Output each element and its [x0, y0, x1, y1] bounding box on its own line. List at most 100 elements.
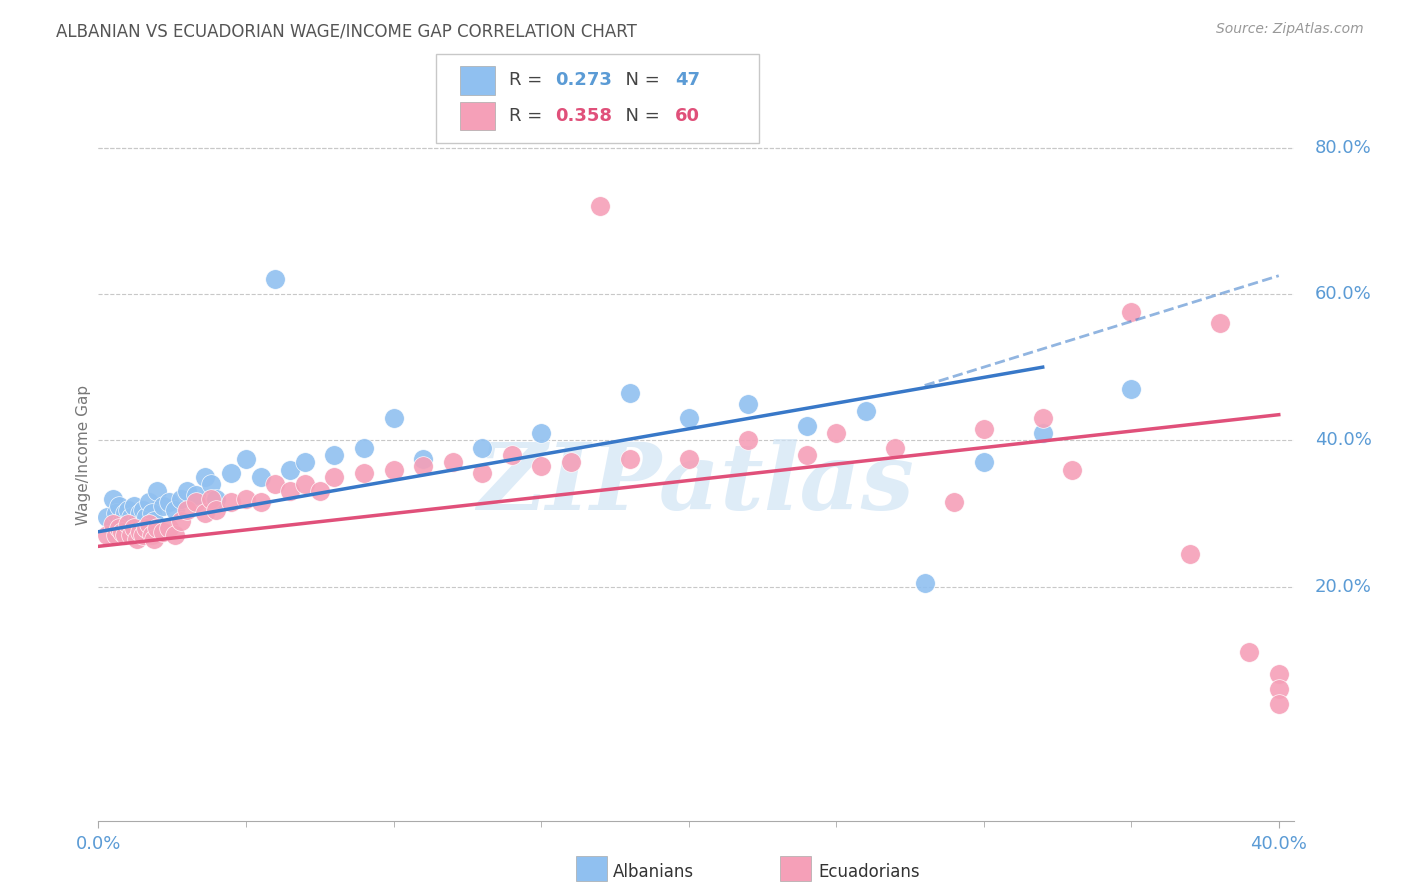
Point	[122, 499, 145, 513]
Point	[108, 521, 131, 535]
Point	[1180, 547, 1202, 561]
Point	[194, 470, 217, 484]
Point	[1209, 316, 1232, 330]
Point	[146, 521, 169, 535]
Point	[278, 484, 301, 499]
Point	[117, 503, 139, 517]
Point	[176, 503, 198, 517]
Text: Source: ZipAtlas.com: Source: ZipAtlas.com	[1216, 22, 1364, 37]
Point	[131, 528, 153, 542]
Text: N =: N =	[614, 107, 666, 125]
Point	[157, 521, 180, 535]
Point	[1268, 697, 1291, 711]
Point	[143, 532, 166, 546]
Point	[138, 495, 160, 509]
Point	[117, 517, 139, 532]
Point	[825, 425, 848, 440]
Point	[101, 517, 124, 532]
Text: N =: N =	[614, 71, 666, 89]
Point	[138, 517, 160, 532]
Point	[135, 510, 157, 524]
Point	[353, 441, 375, 455]
Point	[294, 455, 316, 469]
Point	[323, 470, 346, 484]
Text: Ecuadorians: Ecuadorians	[818, 863, 920, 881]
Point	[441, 455, 464, 469]
Point	[96, 510, 118, 524]
Point	[1121, 382, 1143, 396]
Point	[176, 484, 198, 499]
Point	[1268, 681, 1291, 696]
Point	[973, 422, 995, 436]
Point	[170, 514, 193, 528]
Point	[114, 507, 136, 521]
Y-axis label: Wage/Income Gap: Wage/Income Gap	[76, 384, 91, 525]
Point	[165, 528, 187, 542]
Text: R =: R =	[509, 107, 548, 125]
Point	[105, 507, 128, 521]
Point	[264, 477, 287, 491]
Point	[382, 411, 405, 425]
Text: Albanians: Albanians	[613, 863, 695, 881]
Point	[412, 451, 434, 466]
Point	[235, 491, 257, 506]
Point	[353, 467, 375, 481]
Point	[1062, 462, 1084, 476]
Text: 60.0%: 60.0%	[1315, 285, 1371, 303]
Point	[143, 514, 166, 528]
Text: R =: R =	[509, 71, 548, 89]
Text: 20.0%: 20.0%	[1315, 578, 1371, 596]
Text: 47: 47	[675, 71, 700, 89]
Point	[264, 272, 287, 286]
Point	[108, 499, 131, 513]
Point	[96, 528, 118, 542]
Point	[219, 495, 242, 509]
Point	[200, 477, 222, 491]
Point	[796, 448, 818, 462]
Point	[1032, 425, 1054, 440]
Point	[973, 455, 995, 469]
Point	[249, 470, 271, 484]
Point	[1121, 305, 1143, 319]
Point	[111, 524, 134, 539]
Point	[619, 451, 641, 466]
Point	[114, 528, 136, 542]
Point	[111, 514, 134, 528]
Text: 60: 60	[675, 107, 700, 125]
Point	[619, 385, 641, 400]
Point	[235, 451, 257, 466]
Point	[294, 477, 316, 491]
Point	[560, 455, 582, 469]
Point	[471, 467, 494, 481]
Point	[1032, 411, 1054, 425]
Point	[131, 503, 153, 517]
Point	[184, 488, 207, 502]
Point	[146, 484, 169, 499]
Point	[737, 434, 759, 448]
Point	[128, 524, 150, 539]
Point	[125, 514, 148, 528]
Point	[219, 467, 242, 481]
Point	[105, 528, 128, 542]
Point	[1239, 645, 1261, 659]
Point	[796, 418, 818, 433]
Point	[412, 458, 434, 473]
Point	[943, 495, 966, 509]
Point	[157, 495, 180, 509]
Text: 40.0%: 40.0%	[1315, 432, 1371, 450]
Point	[141, 507, 163, 521]
Point	[678, 451, 700, 466]
Point	[200, 491, 222, 506]
Text: ALBANIAN VS ECUADORIAN WAGE/INCOME GAP CORRELATION CHART: ALBANIAN VS ECUADORIAN WAGE/INCOME GAP C…	[56, 22, 637, 40]
Point	[120, 528, 142, 542]
Point	[589, 199, 612, 213]
Point	[855, 404, 877, 418]
Point	[278, 462, 301, 476]
Point	[501, 448, 523, 462]
Text: ZIPatlas: ZIPatlas	[478, 439, 914, 529]
Point	[205, 503, 228, 517]
Point	[152, 524, 174, 539]
Point	[122, 521, 145, 535]
Point	[678, 411, 700, 425]
Point	[184, 495, 207, 509]
